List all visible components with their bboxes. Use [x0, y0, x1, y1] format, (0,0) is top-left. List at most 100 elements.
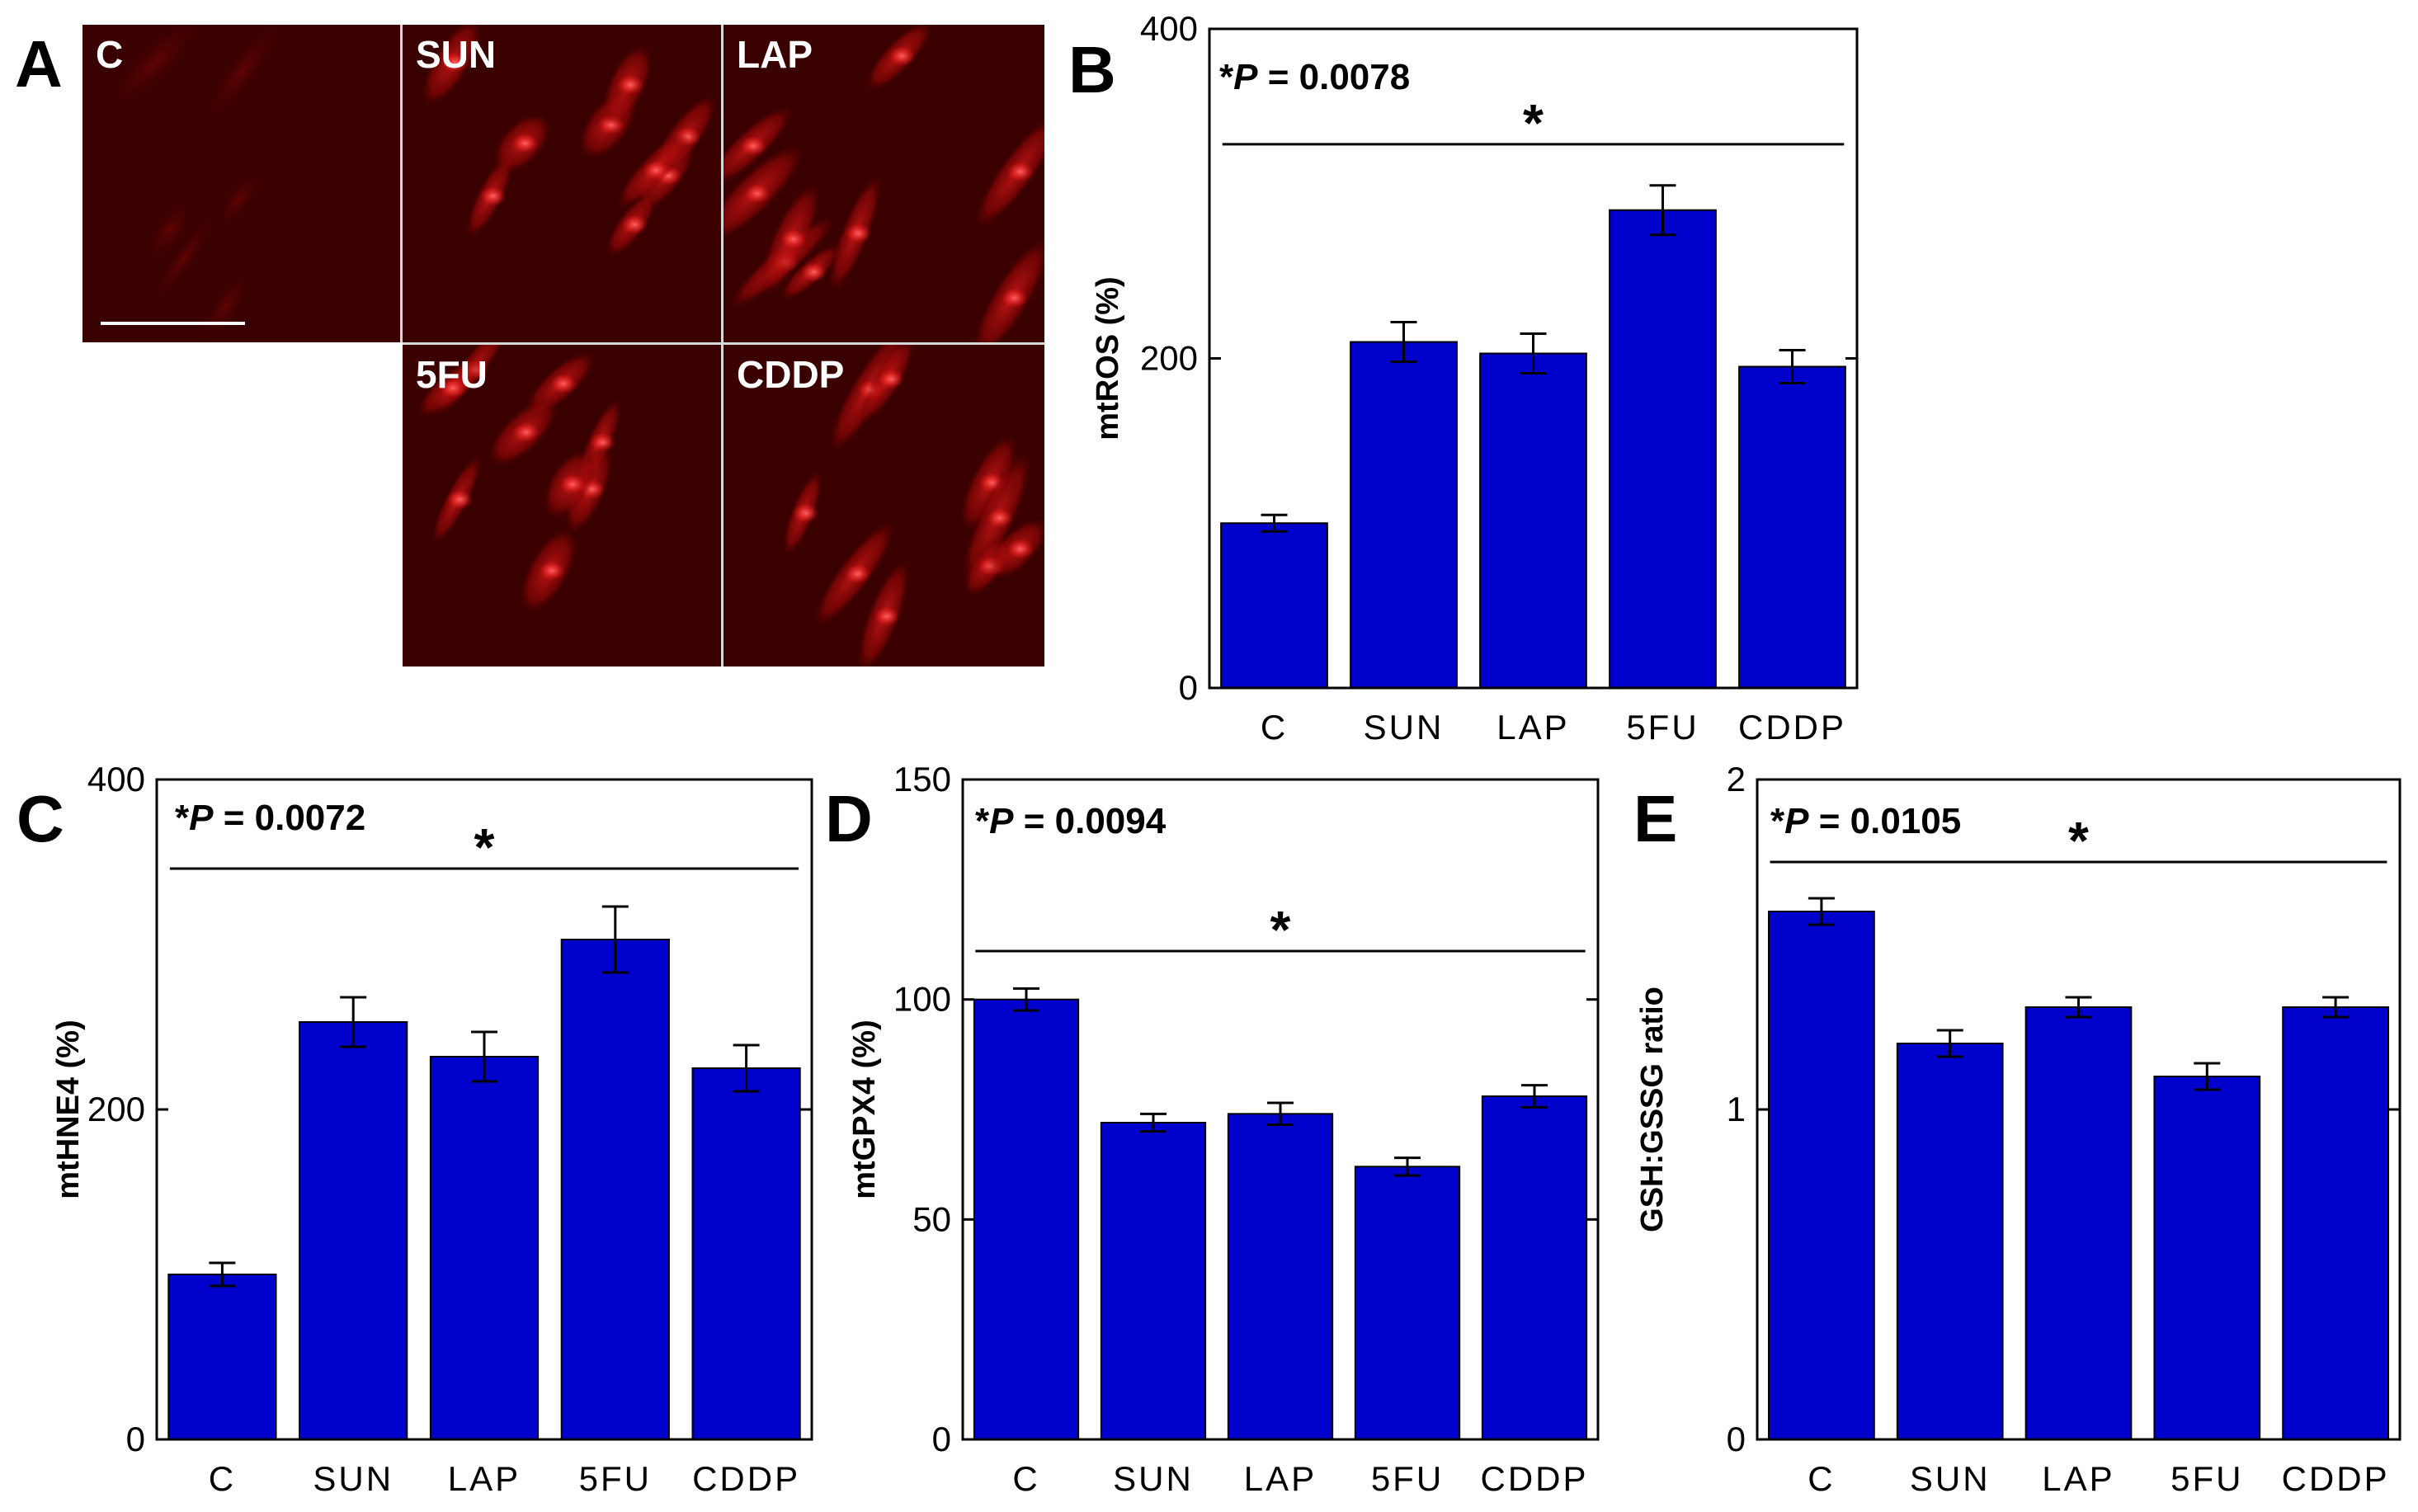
- p-value-text: *P = 0.0105: [1770, 801, 1961, 841]
- y-tick-label: 50: [912, 1199, 951, 1238]
- y-tick-label: 150: [893, 760, 951, 798]
- cell: [147, 209, 220, 309]
- tile-separator: [400, 25, 403, 342]
- bar: [299, 1021, 408, 1440]
- x-tick-label: CDDP: [1480, 1459, 1588, 1498]
- significance-star: *: [2068, 811, 2089, 870]
- cell-nucleus: [440, 378, 467, 398]
- y-tick-label: 2: [1727, 760, 1746, 798]
- micrograph-tile: LAP: [724, 25, 1044, 342]
- y-tick-label: 200: [1140, 339, 1198, 378]
- bar: [2024, 1006, 2133, 1440]
- x-tick-label: LAP: [1497, 708, 1569, 747]
- micrograph-tile: SUN: [403, 25, 721, 342]
- bar: [2282, 1006, 2389, 1440]
- y-tick-label: 200: [87, 1090, 145, 1128]
- x-tick-label: C: [1808, 1459, 1835, 1498]
- p-value-number: = 0.0072: [213, 798, 365, 838]
- cell-nucleus: [845, 223, 872, 243]
- p-value-text: *P = 0.0094: [975, 801, 1167, 841]
- micrograph-tile: C: [82, 25, 400, 342]
- bar: [1350, 341, 1458, 689]
- cell-nucleus: [550, 374, 577, 394]
- cell-nucleus: [800, 261, 827, 282]
- cell: [100, 25, 209, 115]
- cell-nucleus: [512, 422, 540, 443]
- panel-letter: C: [16, 782, 64, 855]
- cell-nucleus: [874, 606, 901, 627]
- x-tick-label: SUN: [1910, 1459, 1991, 1498]
- y-tick-label: 0: [126, 1420, 145, 1458]
- panel-letter-a: A: [15, 27, 63, 101]
- cell-nucleus: [446, 489, 474, 510]
- bar: [1354, 1166, 1461, 1441]
- bar: [973, 998, 1080, 1440]
- x-tick-label: SUN: [1113, 1459, 1194, 1498]
- bar: [167, 1274, 277, 1440]
- y-tick-label: 1: [1727, 1090, 1746, 1128]
- micrograph-label: SUN: [416, 33, 496, 76]
- cell-nucleus: [888, 45, 916, 66]
- bar: [1100, 1122, 1207, 1440]
- y-axis-title: mtGPX4 (%): [847, 1020, 882, 1199]
- p-value-prefix: *: [1219, 57, 1234, 97]
- cell-nucleus: [617, 74, 644, 95]
- x-tick-label: C: [1012, 1459, 1039, 1498]
- bar: [1738, 365, 1846, 689]
- p-value-prefix: *: [1770, 801, 1785, 841]
- y-tick-label: 400: [1140, 9, 1198, 48]
- significance-star: *: [1270, 900, 1291, 959]
- micrograph-cells: [724, 25, 1044, 342]
- y-tick-label: 400: [87, 760, 145, 798]
- micrograph-label: 5FU: [416, 353, 488, 396]
- bar: [1609, 209, 1717, 690]
- p-value-text: *P = 0.0072: [175, 798, 365, 838]
- x-tick-label: C: [1261, 708, 1288, 747]
- plot-frame: [961, 778, 1600, 1441]
- cell-nucleus: [780, 228, 807, 249]
- cell-nucleus: [986, 507, 1013, 528]
- y-tick-label: 0: [1179, 668, 1198, 707]
- p-value-number: = 0.0078: [1257, 57, 1410, 97]
- panel-letter: E: [1633, 782, 1677, 855]
- x-tick-label: LAP: [448, 1459, 521, 1498]
- cell: [213, 168, 264, 232]
- p-value-number: = 0.0094: [1013, 801, 1166, 841]
- micrograph-cells: [422, 25, 718, 257]
- cell: [198, 25, 288, 127]
- tile-separator: [721, 25, 724, 667]
- bar: [2153, 1076, 2261, 1440]
- micrograph-label: C: [96, 33, 123, 76]
- x-tick-label: 5FU: [1626, 708, 1699, 747]
- bar: [1768, 911, 1875, 1440]
- x-tick-label: CDDP: [692, 1459, 800, 1498]
- x-tick-label: 5FU: [579, 1459, 652, 1498]
- x-tick-label: CDDP: [1738, 708, 1846, 747]
- x-tick-label: LAP: [1244, 1459, 1317, 1498]
- bar: [691, 1067, 801, 1440]
- micrograph-tile: CDDP: [724, 345, 1044, 667]
- y-tick-label: 0: [932, 1420, 951, 1458]
- cell-nucleus: [1001, 288, 1028, 309]
- bar: [1220, 522, 1328, 689]
- x-tick-label: CDDP: [2282, 1459, 2390, 1498]
- bar: [560, 939, 670, 1440]
- cell-nucleus: [844, 563, 871, 584]
- p-value-prefix: *: [975, 801, 990, 841]
- cell-nucleus: [539, 560, 566, 581]
- x-tick-label: SUN: [313, 1459, 394, 1498]
- p-value-symbol: P: [989, 801, 1014, 841]
- tile-separator: [403, 342, 1044, 345]
- p-value-text: *P = 0.0078: [1219, 57, 1410, 97]
- bar: [1479, 352, 1587, 689]
- bar: [429, 1056, 540, 1440]
- cell-nucleus: [740, 135, 767, 156]
- p-value-symbol: P: [1233, 57, 1258, 97]
- micrograph-cells: [417, 345, 622, 614]
- p-value-number: = 0.0105: [1808, 801, 1961, 841]
- cell-nucleus: [643, 160, 670, 181]
- cell-nucleus: [621, 214, 648, 235]
